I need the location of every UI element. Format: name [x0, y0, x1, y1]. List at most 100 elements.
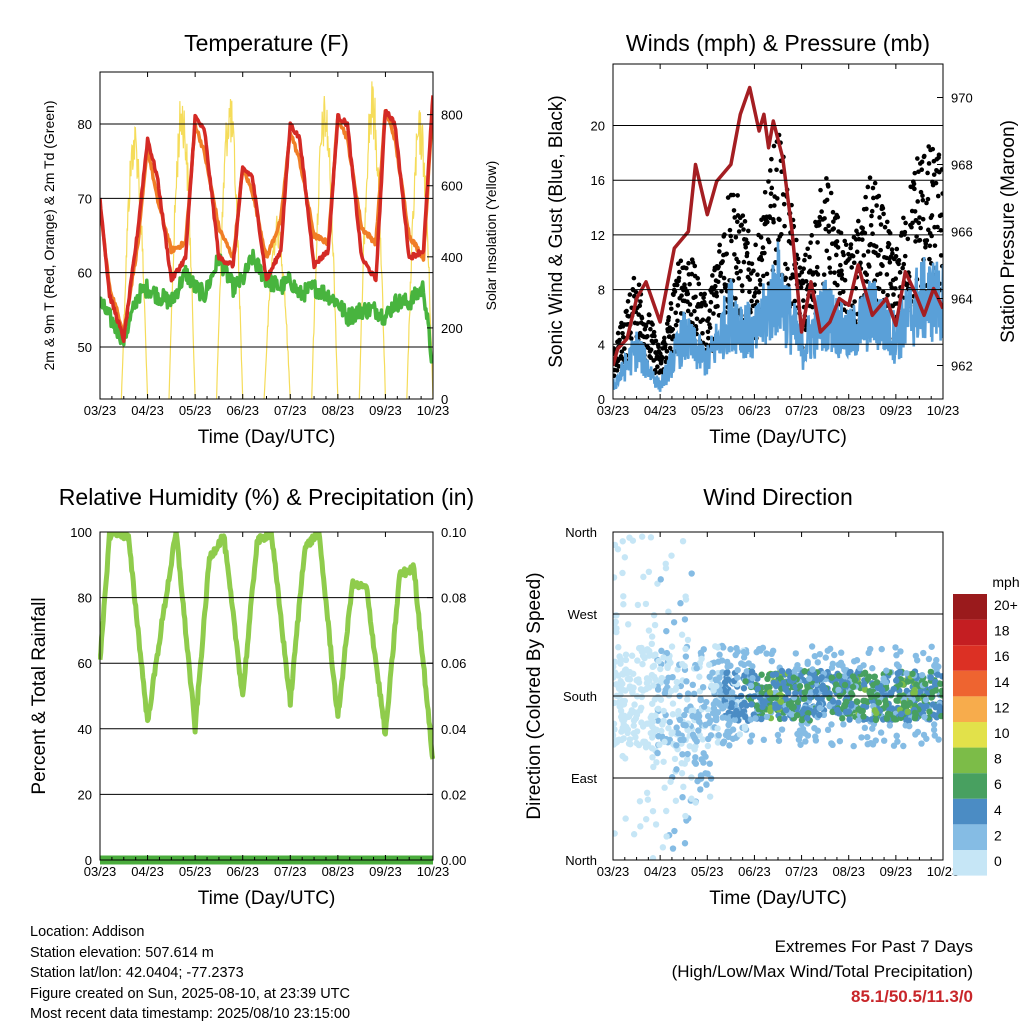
direction-point: [816, 711, 823, 719]
y2-tick-label: 600: [441, 179, 463, 194]
y-axis-label-left: Sonic Wind & Gust (Blue, Black): [546, 95, 567, 367]
direction-point: [860, 680, 868, 688]
direction-point: [874, 692, 881, 699]
direction-point: [847, 702, 855, 709]
gust-point: [734, 270, 740, 276]
direction-point: [650, 611, 658, 619]
gust-point: [924, 200, 929, 206]
gust-point: [828, 270, 833, 275]
gust-point: [938, 253, 943, 258]
gust-point: [746, 267, 751, 272]
y-tick-label: 0: [598, 392, 605, 407]
direction-point: [932, 678, 939, 686]
gust-point: [615, 330, 621, 336]
direction-point: [635, 645, 643, 652]
direction-point: [663, 649, 671, 657]
gust-point: [756, 289, 762, 295]
direction-point: [850, 742, 857, 750]
gust-point: [880, 205, 886, 211]
gust-point: [832, 270, 837, 275]
gust-point: [785, 266, 790, 272]
gust-point: [919, 159, 925, 165]
gust-point: [917, 215, 922, 220]
gust-point: [707, 325, 713, 331]
direction-point: [871, 673, 878, 680]
x-tick-label: 10/23: [927, 864, 960, 879]
insolation-line: [168, 101, 196, 399]
direction-point: [848, 690, 855, 697]
gust-point: [733, 234, 739, 240]
gust-point: [824, 248, 830, 254]
gust-point: [670, 326, 676, 332]
direction-point: [619, 686, 626, 693]
direction-point: [814, 694, 821, 701]
gust-point: [924, 238, 930, 243]
gust-point: [719, 288, 724, 294]
gust-point: [939, 212, 943, 218]
gust-point: [834, 252, 839, 258]
direction-point: [652, 821, 660, 828]
direction-point: [714, 725, 721, 732]
direction-point: [868, 692, 875, 699]
gust-point: [876, 193, 882, 199]
direction-point: [834, 706, 841, 714]
gust-point: [796, 272, 802, 278]
gust-point: [801, 266, 806, 271]
colorbar-swatch: [953, 722, 987, 748]
direction-point: [660, 654, 667, 661]
direction-point: [691, 758, 698, 766]
gust-point: [702, 291, 707, 297]
gust-point: [714, 290, 719, 295]
colorbar-label: 8: [994, 751, 1002, 767]
y-axis-label-left: Percent & Total Rainfall: [29, 597, 50, 794]
direction-point: [752, 715, 759, 722]
gust-point: [636, 282, 642, 288]
colorbar-swatch: [953, 645, 987, 671]
gust-point: [745, 240, 750, 246]
y-tick-label: 20: [591, 119, 605, 134]
direction-point: [622, 755, 629, 762]
direction-point: [678, 631, 686, 638]
direction-point: [841, 681, 849, 689]
gust-point: [842, 238, 848, 244]
gust-point: [821, 272, 827, 277]
gust-point: [779, 231, 784, 237]
direction-point: [681, 711, 688, 719]
y-tick-label: 40: [78, 722, 92, 737]
colorbar-label: 0: [994, 853, 1002, 869]
y-axis-label-right: Station Pressure (Maroon): [998, 120, 1019, 343]
direction-point: [720, 704, 727, 711]
direction-point: [858, 734, 865, 741]
colorbar-label: 12: [994, 699, 1010, 715]
direction-point: [920, 731, 928, 739]
gust-point: [884, 272, 890, 277]
gust-point: [891, 292, 896, 297]
direction-point: [728, 689, 736, 696]
x-tick-label: 07/23: [274, 403, 307, 418]
direction-point: [704, 742, 712, 750]
gust-point: [771, 143, 777, 149]
direction-point: [649, 663, 656, 671]
direction-point: [663, 833, 670, 840]
direction-point: [798, 716, 806, 724]
direction-point: [700, 750, 707, 757]
y2-tick-label: 0.02: [441, 787, 466, 802]
gust-point: [926, 161, 932, 166]
gust-point: [838, 230, 844, 236]
y2-tick-label: 0.06: [441, 656, 466, 671]
direction-point: [918, 671, 926, 679]
gust-point: [843, 242, 849, 248]
direction-point: [777, 698, 785, 705]
gust-point: [824, 197, 830, 203]
gust-point: [711, 311, 716, 316]
direction-point: [716, 674, 723, 681]
gust-point: [801, 298, 806, 303]
gust-point: [882, 224, 888, 230]
gust-point: [797, 265, 803, 270]
direction-point: [733, 644, 740, 652]
direction-point: [719, 714, 726, 721]
station-info: Location: Addison Station elevation: 507…: [30, 922, 350, 1025]
gust-point: [910, 220, 915, 226]
direction-point: [661, 784, 668, 791]
direction-point: [629, 688, 636, 696]
